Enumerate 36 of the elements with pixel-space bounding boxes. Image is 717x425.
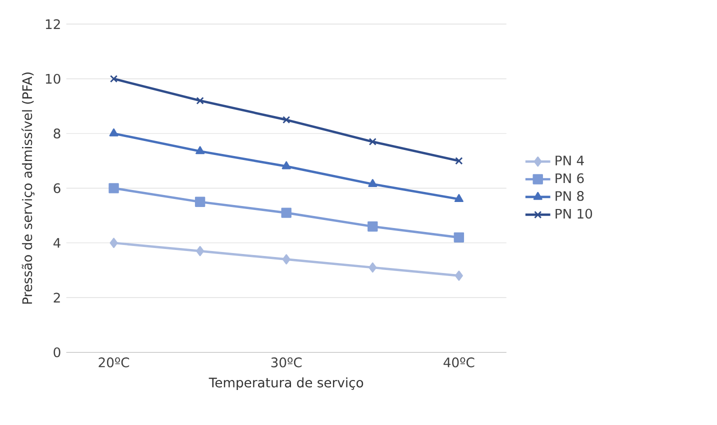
point [194, 196, 206, 208]
point [454, 194, 464, 202]
point [368, 179, 378, 188]
point [455, 157, 463, 165]
y-tick-label: 6 [54, 183, 60, 194]
y-tick-label: 8 [54, 128, 60, 139]
legend-label: PN 10 [556, 208, 592, 219]
y-tick-label: 4 [53, 238, 60, 248]
legend-label: PN 4 [556, 156, 584, 166]
point [196, 96, 204, 105]
point [282, 116, 290, 124]
point [110, 75, 118, 83]
point [454, 232, 464, 243]
x-tick-label: 30ºC [271, 358, 302, 368]
point [368, 221, 378, 232]
point [196, 146, 205, 154]
point [368, 262, 377, 273]
point [110, 238, 118, 248]
legend-label: PN 8 [556, 191, 584, 202]
x-tick-label: 40ºC [444, 358, 474, 368]
point [108, 183, 119, 194]
legend-label: PN 6 [556, 173, 584, 184]
y-tick-label: 2 [54, 292, 60, 303]
y-axis-title: Pressão de serviço admissível (PFA) [21, 72, 34, 304]
x-axis-title: Temperatura de serviço [208, 377, 364, 390]
y-tick-label: 12 [46, 19, 60, 30]
point [196, 246, 204, 256]
point [281, 208, 292, 218]
point [368, 138, 376, 146]
x-tick-label: 20ºC [98, 358, 130, 368]
y-tick-label: 10 [46, 74, 60, 84]
point [282, 254, 290, 264]
point [109, 128, 118, 136]
point [282, 161, 291, 170]
point [454, 270, 463, 281]
y-tick-label: 0 [54, 347, 60, 358]
